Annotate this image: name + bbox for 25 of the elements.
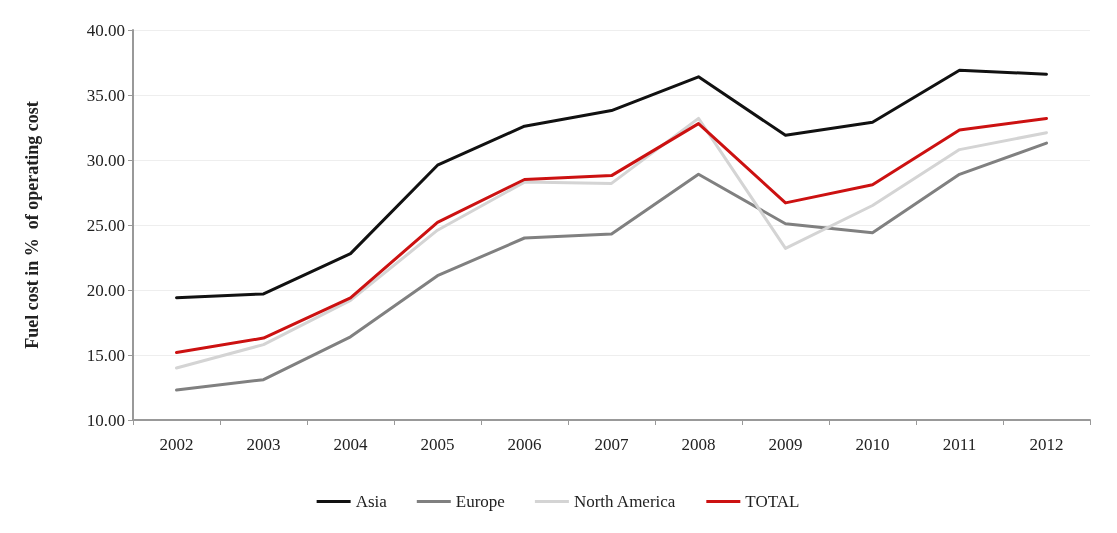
x-tick-label: 2009: [768, 435, 803, 454]
x-tick-label: 2007: [594, 435, 629, 454]
x-tick-label: 2002: [159, 435, 194, 454]
x-tick-label: 2006: [507, 435, 542, 454]
y-tick-label: 35.00: [86, 85, 125, 105]
y-tick-label: 10.00: [86, 410, 125, 430]
x-tick-label: 2005: [420, 435, 455, 454]
legend-label: TOTAL: [745, 492, 800, 511]
x-tick-label: 2011: [942, 435, 977, 454]
y-tick-label: 15.00: [86, 345, 125, 365]
line-series: [175, 141, 1048, 392]
x-tick-label: 2012: [1029, 435, 1064, 454]
line-series: [175, 68, 1048, 300]
x-tick-label: 2003: [246, 435, 281, 454]
x-tick-label: 2008: [681, 435, 716, 454]
y-axis-title: Fuel cost in % of operating cost: [22, 101, 42, 349]
y-tick-label: 40.00: [86, 20, 125, 40]
x-tick-label: 2004: [333, 435, 368, 454]
y-tick-label: 30.00: [86, 150, 125, 170]
y-tick-label: 20.00: [86, 280, 125, 300]
legend-label: Europe: [455, 492, 505, 511]
legend-label: Asia: [355, 492, 388, 511]
x-tick-label: 2010: [855, 435, 890, 454]
legend-label: North America: [573, 492, 676, 511]
y-tick-label: 25.00: [86, 215, 125, 235]
